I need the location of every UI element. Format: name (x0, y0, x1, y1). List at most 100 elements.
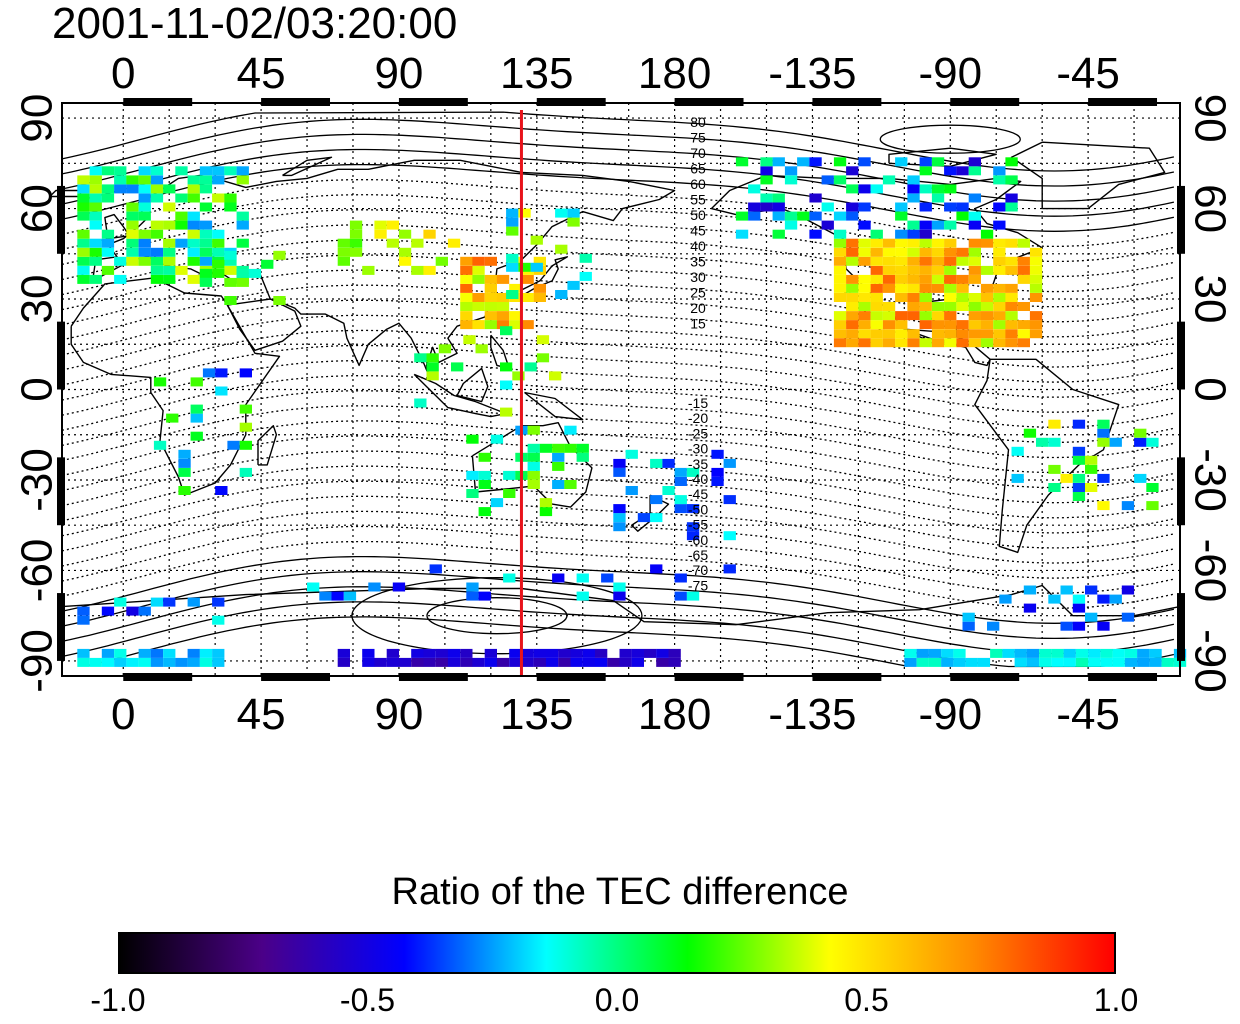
tec-cell (956, 166, 969, 176)
tec-cell (613, 591, 626, 601)
tec-cell (447, 657, 461, 667)
tec-cell (478, 470, 491, 480)
frame-segment-top (812, 98, 882, 106)
tec-cell (999, 594, 1012, 604)
tec-cell (686, 591, 700, 601)
tec-cell (386, 657, 399, 667)
tec-cell (1060, 621, 1073, 631)
frame-segment-top (261, 98, 331, 106)
tec-cell (968, 311, 981, 321)
tec-cell (907, 274, 920, 284)
tec-cell (500, 326, 513, 336)
tec-cell (521, 648, 534, 658)
contour-label: -20 (688, 410, 708, 426)
tec-cell (337, 247, 350, 257)
geomagnetic-contour (61, 510, 1175, 579)
tec-cell (631, 657, 644, 667)
tec-cell (919, 238, 932, 248)
tec-cell (236, 166, 249, 176)
tec-cell (1014, 648, 1027, 658)
tec-cell (503, 470, 516, 480)
tec-cell (1017, 329, 1030, 339)
tec-cell (398, 247, 412, 257)
tec-cell (178, 486, 191, 495)
tec-cell (656, 648, 669, 658)
tec-cell (248, 268, 262, 278)
tec-cell (919, 256, 932, 266)
tec-cell (539, 443, 553, 453)
tec-cell (77, 184, 90, 194)
tec-cell (552, 573, 565, 583)
contour-label: 55 (690, 192, 706, 208)
tec-cell (509, 311, 522, 321)
tec-cell (980, 338, 994, 348)
tec-cell (224, 202, 237, 212)
tec-cell (895, 274, 908, 284)
tec-cell (126, 202, 139, 212)
tec-cell (163, 184, 176, 194)
tec-cell (460, 320, 473, 330)
tec-cell (582, 657, 595, 667)
map-title: 2001-11-02/03:20:00 (52, 0, 458, 48)
tec-cell (187, 211, 200, 221)
tec-cell (466, 489, 479, 498)
contour-label: 30 (690, 269, 706, 285)
contour-label: 20 (690, 300, 706, 316)
tec-cell (882, 247, 896, 257)
tec-cell (1072, 455, 1086, 465)
tec-cell (931, 238, 945, 248)
tec-cell (944, 283, 957, 293)
tec-cell (907, 256, 920, 266)
tec-cell (331, 591, 344, 601)
tec-cell (337, 238, 350, 248)
tec-cell (398, 657, 412, 667)
tec-cell (227, 440, 240, 450)
tec-cell (858, 302, 871, 311)
tec-cell (1023, 603, 1037, 613)
geomagnetic-contour (61, 148, 1175, 217)
tec-cell (150, 220, 164, 230)
tec-cell (500, 362, 513, 372)
tec-cell (662, 486, 675, 495)
tec-cell (931, 265, 945, 275)
tec-cell (527, 425, 540, 435)
tec-cell (89, 193, 102, 203)
tec-cell (1029, 311, 1043, 321)
tec-cell (895, 293, 908, 302)
tec-cell (175, 657, 188, 667)
lon-tick-bottom: 0 (111, 690, 135, 739)
tec-cell (490, 434, 504, 444)
frame-segment-left (57, 185, 65, 254)
tec-cell (411, 648, 424, 658)
tec-cell (980, 320, 994, 330)
tec-cell (521, 293, 534, 302)
tec-cell (484, 302, 497, 311)
tec-cell (944, 256, 957, 266)
tec-cell (307, 582, 320, 592)
tec-cell (601, 573, 614, 583)
tec-cell (907, 302, 920, 311)
tec-cell (735, 211, 749, 221)
tec-cell (362, 265, 375, 275)
tec-cell (968, 166, 981, 176)
tec-cell (1029, 247, 1043, 257)
tec-cell (944, 184, 957, 194)
tec-cell (846, 338, 859, 348)
tec-cell (1005, 320, 1018, 330)
lat-tick-left: 60 (13, 184, 62, 233)
tec-cell (527, 461, 540, 471)
lat-tick-left: 0 (13, 377, 62, 401)
tec-cell (1014, 657, 1027, 667)
lon-tick-top: 0 (111, 49, 135, 98)
tec-cell (362, 648, 375, 658)
tec-cell (956, 202, 969, 212)
tec-cell (273, 296, 286, 305)
contour-label: -60 (688, 532, 708, 548)
frame-segment-bottom (536, 673, 606, 681)
tec-cell (944, 220, 957, 230)
geomagnetic-contour (61, 314, 1175, 383)
tec-cell (472, 320, 485, 330)
tec-cell (414, 398, 427, 408)
tec-cell (1134, 437, 1147, 447)
tec-cell (993, 238, 1006, 248)
